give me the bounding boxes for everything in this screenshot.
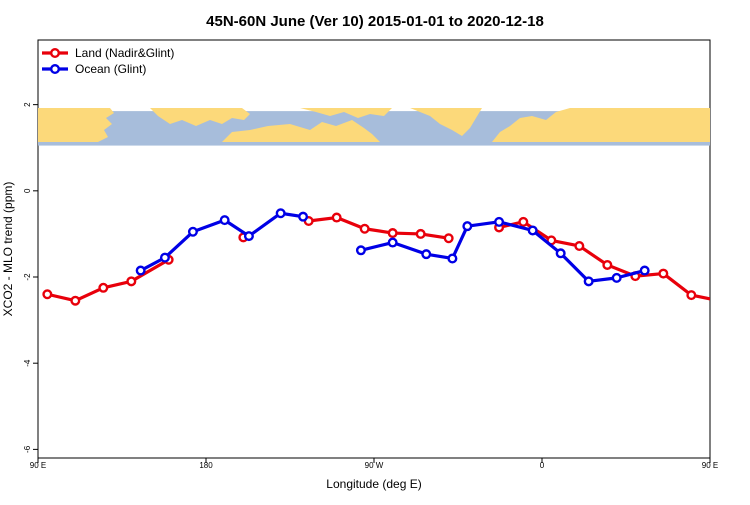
map-land-siberia [38,108,114,142]
y-tick-label: 0 [23,188,32,193]
world-map-strip [38,108,710,146]
data-point [716,297,724,305]
x-tick-label: 90 E [30,461,46,470]
data-point [744,285,750,293]
map-land-europe [492,108,710,142]
data-point [494,216,505,227]
data-point [387,237,398,248]
data-point [583,276,594,287]
data-point [555,248,566,259]
data-point [421,249,432,260]
data-point [387,228,398,239]
legend-label: Ocean (Glint) [75,62,146,76]
x-tick-label: 90 W [365,461,384,470]
data-point [527,225,538,236]
y-tick-label: -6 [23,445,32,453]
y-axis-label: XCO2 - MLO trend (ppm) [1,182,15,317]
series-line [307,215,451,240]
series-land [42,212,750,306]
data-point [42,289,53,300]
chart-title: 45N-60N June (Ver 10) 2015-01-01 to 2020… [206,13,544,30]
legend-label: Land (Nadir&Glint) [75,46,174,60]
data-point [415,228,426,239]
series-layer [42,208,750,306]
data-point [243,231,254,242]
x-tick-label: 0 [540,461,545,470]
x-axis: 90 E 180 90 W 0 90 E [30,458,718,470]
data-point [443,233,454,244]
data-point [447,253,458,264]
data-point [298,211,309,222]
data-point [686,290,697,301]
plot-frame [37,39,711,459]
data-point [331,212,342,223]
x-axis-label: Longitude (deg E) [326,477,421,491]
series-ocean [135,208,650,287]
data-point [98,282,109,293]
data-point [159,252,170,263]
y-tick-label: -2 [23,273,32,281]
data-point [219,215,230,226]
y-tick-label: 2 [23,102,32,107]
x-tick-label: 90 E [702,461,718,470]
legend: Land (Nadir&Glint) Ocean (Glint) [42,46,174,76]
x-tick-label: 180 [199,461,213,470]
data-point [126,276,137,287]
data-point [574,240,585,251]
data-point [355,245,366,256]
map-land-canada [222,120,380,142]
data-point [518,216,529,227]
legend-swatch-marker [50,63,61,74]
data-point [135,265,146,276]
map-land-arctic-islands [300,108,392,118]
y-axis: 2 0 -2 -4 -6 [23,102,38,453]
data-point [602,259,613,270]
data-point [275,208,286,219]
data-point [658,268,669,279]
data-point [611,272,622,283]
data-point [187,226,198,237]
data-point [70,295,81,306]
map-land-greenland [410,108,482,136]
y-tick-label: -4 [23,359,32,367]
data-point [359,223,370,234]
legend-swatch-marker [50,48,61,59]
map-land-alaska [150,108,250,126]
data-point [639,265,650,276]
data-point [462,221,473,232]
